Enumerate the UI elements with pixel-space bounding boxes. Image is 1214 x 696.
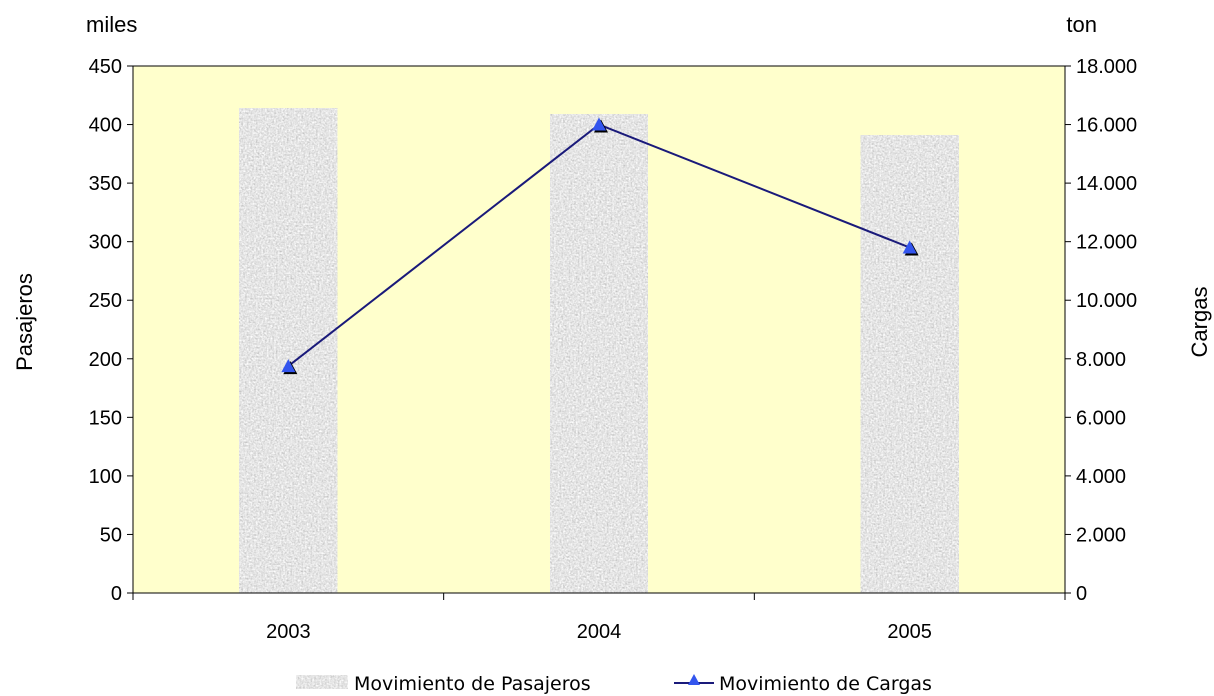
legend: Movimiento de Pasajeros Movimiento de Ca… <box>295 673 932 695</box>
left-tick-label: 200 <box>89 349 122 371</box>
bar-2003 <box>238 107 338 594</box>
legend-triangle-icon <box>688 674 700 685</box>
left-tick-label: 350 <box>89 173 122 195</box>
x-tick-label-2005: 2005 <box>887 621 932 643</box>
right-axis-title: Cargas <box>1187 287 1212 358</box>
left-tick-label: 0 <box>111 583 122 605</box>
cargas-marker-2003 <box>281 359 296 373</box>
left-tick-label: 250 <box>89 290 122 312</box>
cargas-marker-2005 <box>902 240 917 254</box>
x-tick-label-2004: 2004 <box>577 621 622 643</box>
left-tick-label: 50 <box>100 524 122 546</box>
left-tick-label: 300 <box>89 232 122 254</box>
right-tick-label: 6.000 <box>1076 407 1126 429</box>
cargas-marker-2004 <box>592 117 606 131</box>
right-tick-label: 0 <box>1076 583 1087 605</box>
legend-bar-swatch <box>295 674 349 690</box>
x-tick-label-2003: 2003 <box>266 621 311 643</box>
right-tick-label: 8.000 <box>1076 349 1126 371</box>
right-tick-label: 2.000 <box>1076 524 1126 546</box>
legend-label-pasajeros: Movimiento de Pasajeros <box>354 673 591 695</box>
left-axis-unit: miles <box>86 12 137 37</box>
right-tick-label: 14.000 <box>1076 173 1137 195</box>
left-tick-label: 150 <box>89 407 122 429</box>
right-axis-unit: ton <box>1066 12 1097 37</box>
left-tick-label: 400 <box>89 115 122 137</box>
left-tick-label: 450 <box>89 56 122 78</box>
right-tick-label: 18.000 <box>1076 56 1137 78</box>
right-tick-label: 12.000 <box>1076 232 1137 254</box>
right-tick-label: 4.000 <box>1076 466 1126 488</box>
bar-2005 <box>860 134 960 594</box>
legend-label-cargas: Movimiento de Cargas <box>719 673 932 695</box>
right-tick-label: 16.000 <box>1076 115 1137 137</box>
left-tick-label: 100 <box>89 466 122 488</box>
right-tick-label: 10.000 <box>1076 290 1137 312</box>
left-axis-title: Pasajeros <box>12 273 37 371</box>
bar-2004 <box>549 113 649 594</box>
